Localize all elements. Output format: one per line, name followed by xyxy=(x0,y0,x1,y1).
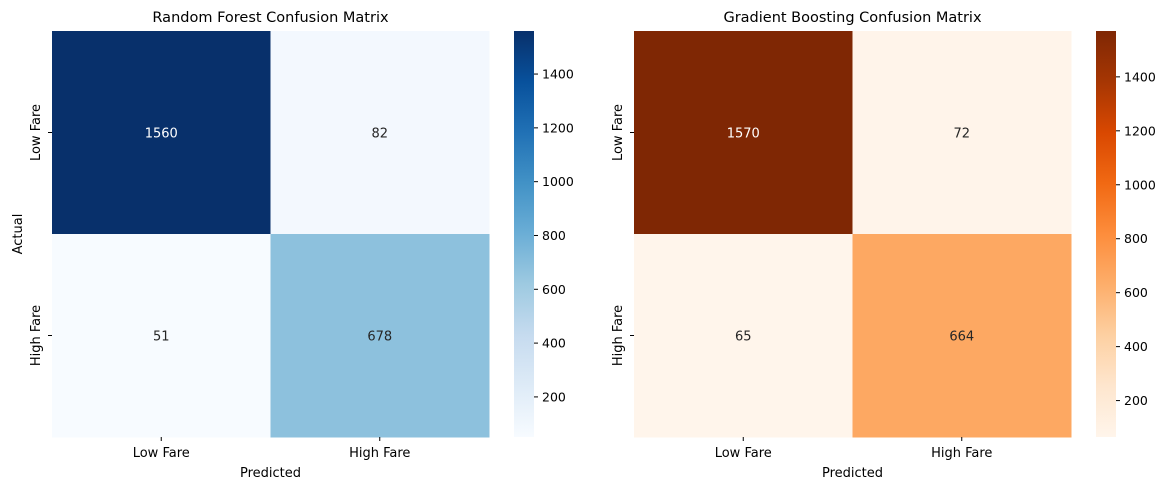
heatmap-cell xyxy=(634,31,853,235)
cell-value-label: 51 xyxy=(153,330,170,345)
colorbar-tick-label: 200 xyxy=(542,389,566,404)
heatmap-panel-gb: Gradient Boosting Confusion Matrix 1570 72… xyxy=(611,10,1156,481)
chart-title: Random Forest Confusion Matrix xyxy=(152,10,389,26)
heatmap-panel-rf: Random Forest Confusion Matrix 1560 82 51 67… xyxy=(11,10,574,481)
cell-value-label: 65 xyxy=(735,330,752,345)
x-tick-label: Low Fare xyxy=(715,446,772,461)
colorbar-tick-label: 400 xyxy=(542,336,566,351)
colorbar-tick-label: 200 xyxy=(1124,393,1148,408)
x-axis-label: Predicted xyxy=(240,466,301,481)
cell-value-label: 1570 xyxy=(727,127,760,142)
cell-value-label: 1560 xyxy=(145,127,178,142)
x-tick-label: High Fare xyxy=(931,446,992,461)
heatmap-cell xyxy=(52,31,271,235)
cell-value-label: 678 xyxy=(367,330,392,345)
heatmap-cell xyxy=(852,31,1072,235)
heatmap-cell xyxy=(852,234,1072,438)
colorbar-tick-label: 1000 xyxy=(542,174,574,189)
x-tick-label: High Fare xyxy=(349,446,410,461)
heatmap-cell xyxy=(270,234,490,438)
cell-value-label: 72 xyxy=(953,127,970,142)
colorbar-tick-label: 600 xyxy=(1124,285,1148,300)
heatmap-cell xyxy=(634,234,853,438)
colorbar-tick-label: 800 xyxy=(1124,231,1148,246)
colorbar-tick-label: 600 xyxy=(542,282,566,297)
y-tick-label: Low Fare xyxy=(611,104,626,161)
chart-title: Gradient Boosting Confusion Matrix xyxy=(723,10,981,26)
y-tick-label: High Fare xyxy=(29,305,44,366)
colorbar-tick-label: 1200 xyxy=(542,120,574,135)
heatmap-cell xyxy=(52,234,271,438)
colorbar xyxy=(1096,31,1116,437)
heatmap-cell xyxy=(270,31,490,235)
cell-value-label: 664 xyxy=(949,330,974,345)
x-axis-label: Predicted xyxy=(822,466,883,481)
colorbar-tick-label: 400 xyxy=(1124,339,1148,354)
colorbar-tick-label: 1400 xyxy=(1124,69,1156,84)
colorbar-tick-label: 1400 xyxy=(542,67,574,82)
colorbar-tick-label: 1200 xyxy=(1124,123,1156,138)
colorbar xyxy=(514,31,534,437)
cell-value-label: 82 xyxy=(371,127,388,142)
colorbar-tick-label: 1000 xyxy=(1124,177,1156,192)
y-tick-label: High Fare xyxy=(611,305,626,366)
colorbar-tick-label: 800 xyxy=(542,228,566,243)
y-axis-label: Actual xyxy=(11,214,26,255)
y-tick-label: Low Fare xyxy=(29,104,44,161)
x-tick-label: Low Fare xyxy=(133,446,190,461)
